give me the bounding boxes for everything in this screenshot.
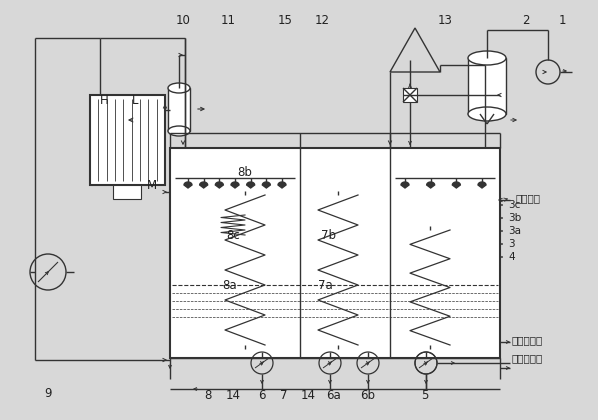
Polygon shape [246, 182, 255, 188]
Text: 8c: 8c [226, 228, 240, 241]
Text: 7b: 7b [321, 228, 335, 241]
Polygon shape [215, 182, 223, 188]
Text: H: H [100, 94, 108, 107]
Text: 8a: 8a [222, 278, 237, 291]
Text: 6: 6 [258, 388, 266, 402]
Ellipse shape [168, 83, 190, 93]
Text: 提浓液出口: 提浓液出口 [512, 335, 543, 345]
Text: 9: 9 [44, 386, 52, 399]
Bar [113, 185, 141, 199]
Text: 14: 14 [225, 388, 240, 402]
Polygon shape [478, 182, 486, 188]
Text: 1: 1 [559, 13, 566, 26]
Text: 8b: 8b [237, 165, 252, 178]
Polygon shape [401, 182, 409, 188]
Bar [468, 58, 506, 114]
Ellipse shape [168, 126, 190, 136]
Text: L: L [132, 94, 138, 107]
Text: 11: 11 [221, 13, 236, 26]
Text: 原液进口: 原液进口 [515, 193, 540, 203]
Text: 8: 8 [205, 388, 212, 402]
Bar [168, 88, 190, 131]
Text: 13: 13 [438, 13, 453, 26]
Ellipse shape [468, 51, 506, 65]
Polygon shape [184, 182, 192, 188]
Polygon shape [263, 182, 270, 188]
Polygon shape [426, 182, 435, 188]
Text: 14: 14 [301, 388, 316, 402]
Text: 4: 4 [508, 252, 515, 262]
Text: 3b: 3b [508, 213, 521, 223]
Polygon shape [452, 182, 460, 188]
Text: 12: 12 [315, 13, 329, 26]
Bar [403, 88, 417, 102]
Polygon shape [231, 182, 239, 188]
Bar [90, 95, 165, 185]
Text: 冷凝水出口: 冷凝水出口 [512, 353, 543, 363]
Text: 6a: 6a [326, 388, 340, 402]
Polygon shape [200, 182, 208, 188]
Text: 3c: 3c [508, 200, 520, 210]
Text: 7a: 7a [318, 278, 332, 291]
Text: 2: 2 [522, 13, 530, 26]
Text: 7: 7 [280, 388, 288, 402]
Polygon shape [278, 182, 286, 188]
Text: 15: 15 [277, 13, 292, 26]
Ellipse shape [468, 107, 506, 121]
Bar [170, 148, 500, 358]
Text: 10: 10 [176, 13, 190, 26]
Text: 3a: 3a [508, 226, 521, 236]
Text: 5: 5 [422, 388, 429, 402]
Text: 3: 3 [508, 239, 515, 249]
Text: M: M [147, 178, 157, 192]
Text: 6b: 6b [361, 388, 376, 402]
